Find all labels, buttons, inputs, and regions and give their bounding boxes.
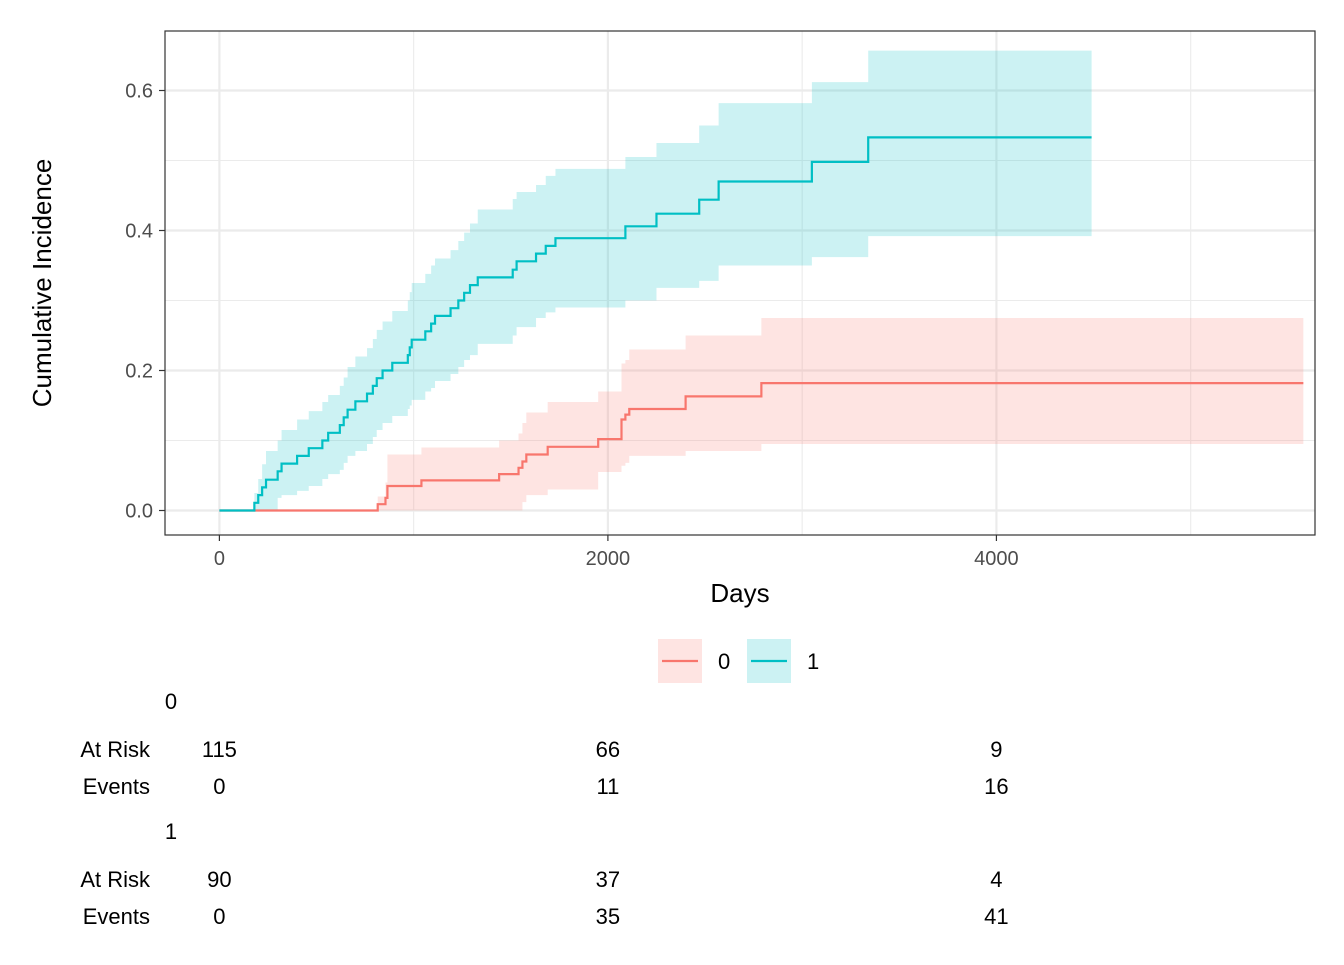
x-tick-label: 2000 xyxy=(586,548,631,570)
confidence-band-1 xyxy=(219,50,1092,511)
risk-table-events-value: 41 xyxy=(984,904,1008,929)
y-tick-label: 0.6 xyxy=(125,81,153,103)
risk-table-at-risk-value: 4 xyxy=(990,867,1002,892)
legend-item-0: 0 xyxy=(658,639,730,683)
y-tick-label: 0.0 xyxy=(125,501,153,523)
plot-grid xyxy=(165,31,1315,535)
x-tick-label: 4000 xyxy=(974,548,1019,570)
y-tick-label: 0.4 xyxy=(125,221,153,243)
legend-label-0: 0 xyxy=(718,649,730,674)
risk-table-events-value: 11 xyxy=(596,774,619,799)
risk-table-at-risk-value: 115 xyxy=(202,737,237,762)
risk-table-group-title: 0 xyxy=(165,689,177,714)
y-axis-ticks: 0.0 0.2 0.4 0.6 xyxy=(125,81,165,523)
risk-table-events-value: 35 xyxy=(596,904,620,929)
y-tick-label: 0.2 xyxy=(125,361,153,383)
confidence-band-0 xyxy=(219,318,1304,511)
risk-table-row-label: At Risk xyxy=(80,737,151,762)
risk-table-at-risk-value: 90 xyxy=(207,867,231,892)
risk-table-row-label: Events xyxy=(83,774,150,799)
risk-table-group-1: 1 At Risk Events 90 0 37 35 4 41 xyxy=(80,819,1008,929)
incidence-curve-0 xyxy=(219,382,1304,512)
risk-table-events-value: 0 xyxy=(213,774,225,799)
risk-table-row-label: Events xyxy=(83,904,150,929)
risk-table-row-label: At Risk xyxy=(80,867,151,892)
risk-table-events-value: 0 xyxy=(213,904,225,929)
y-axis-label: Cumulative Incidence xyxy=(27,159,57,408)
risk-table-events-value: 16 xyxy=(984,774,1008,799)
risk-table-at-risk-value: 9 xyxy=(990,737,1002,762)
incidence-curves xyxy=(219,136,1304,512)
risk-table-group-title: 1 xyxy=(165,819,177,844)
risk-table-at-risk-value: 66 xyxy=(596,737,620,762)
risk-table-at-risk-value: 37 xyxy=(596,867,620,892)
risk-table: 0 At Risk Events 115 0 66 11 9 16 1 At Risk Events 9… xyxy=(80,689,1008,929)
legend-item-1: 1 xyxy=(747,639,819,683)
confidence-bands xyxy=(219,50,1304,511)
plot-panel-border xyxy=(164,30,1316,536)
incidence-curve-1 xyxy=(219,136,1092,512)
risk-table-group-0: 0 At Risk Events 115 0 66 11 9 16 xyxy=(80,689,1008,799)
x-axis-label: Days xyxy=(710,578,769,608)
x-tick-label: 0 xyxy=(214,548,225,570)
legend-label-1: 1 xyxy=(807,649,819,674)
x-axis-ticks: 0 2000 4000 xyxy=(214,535,1019,570)
